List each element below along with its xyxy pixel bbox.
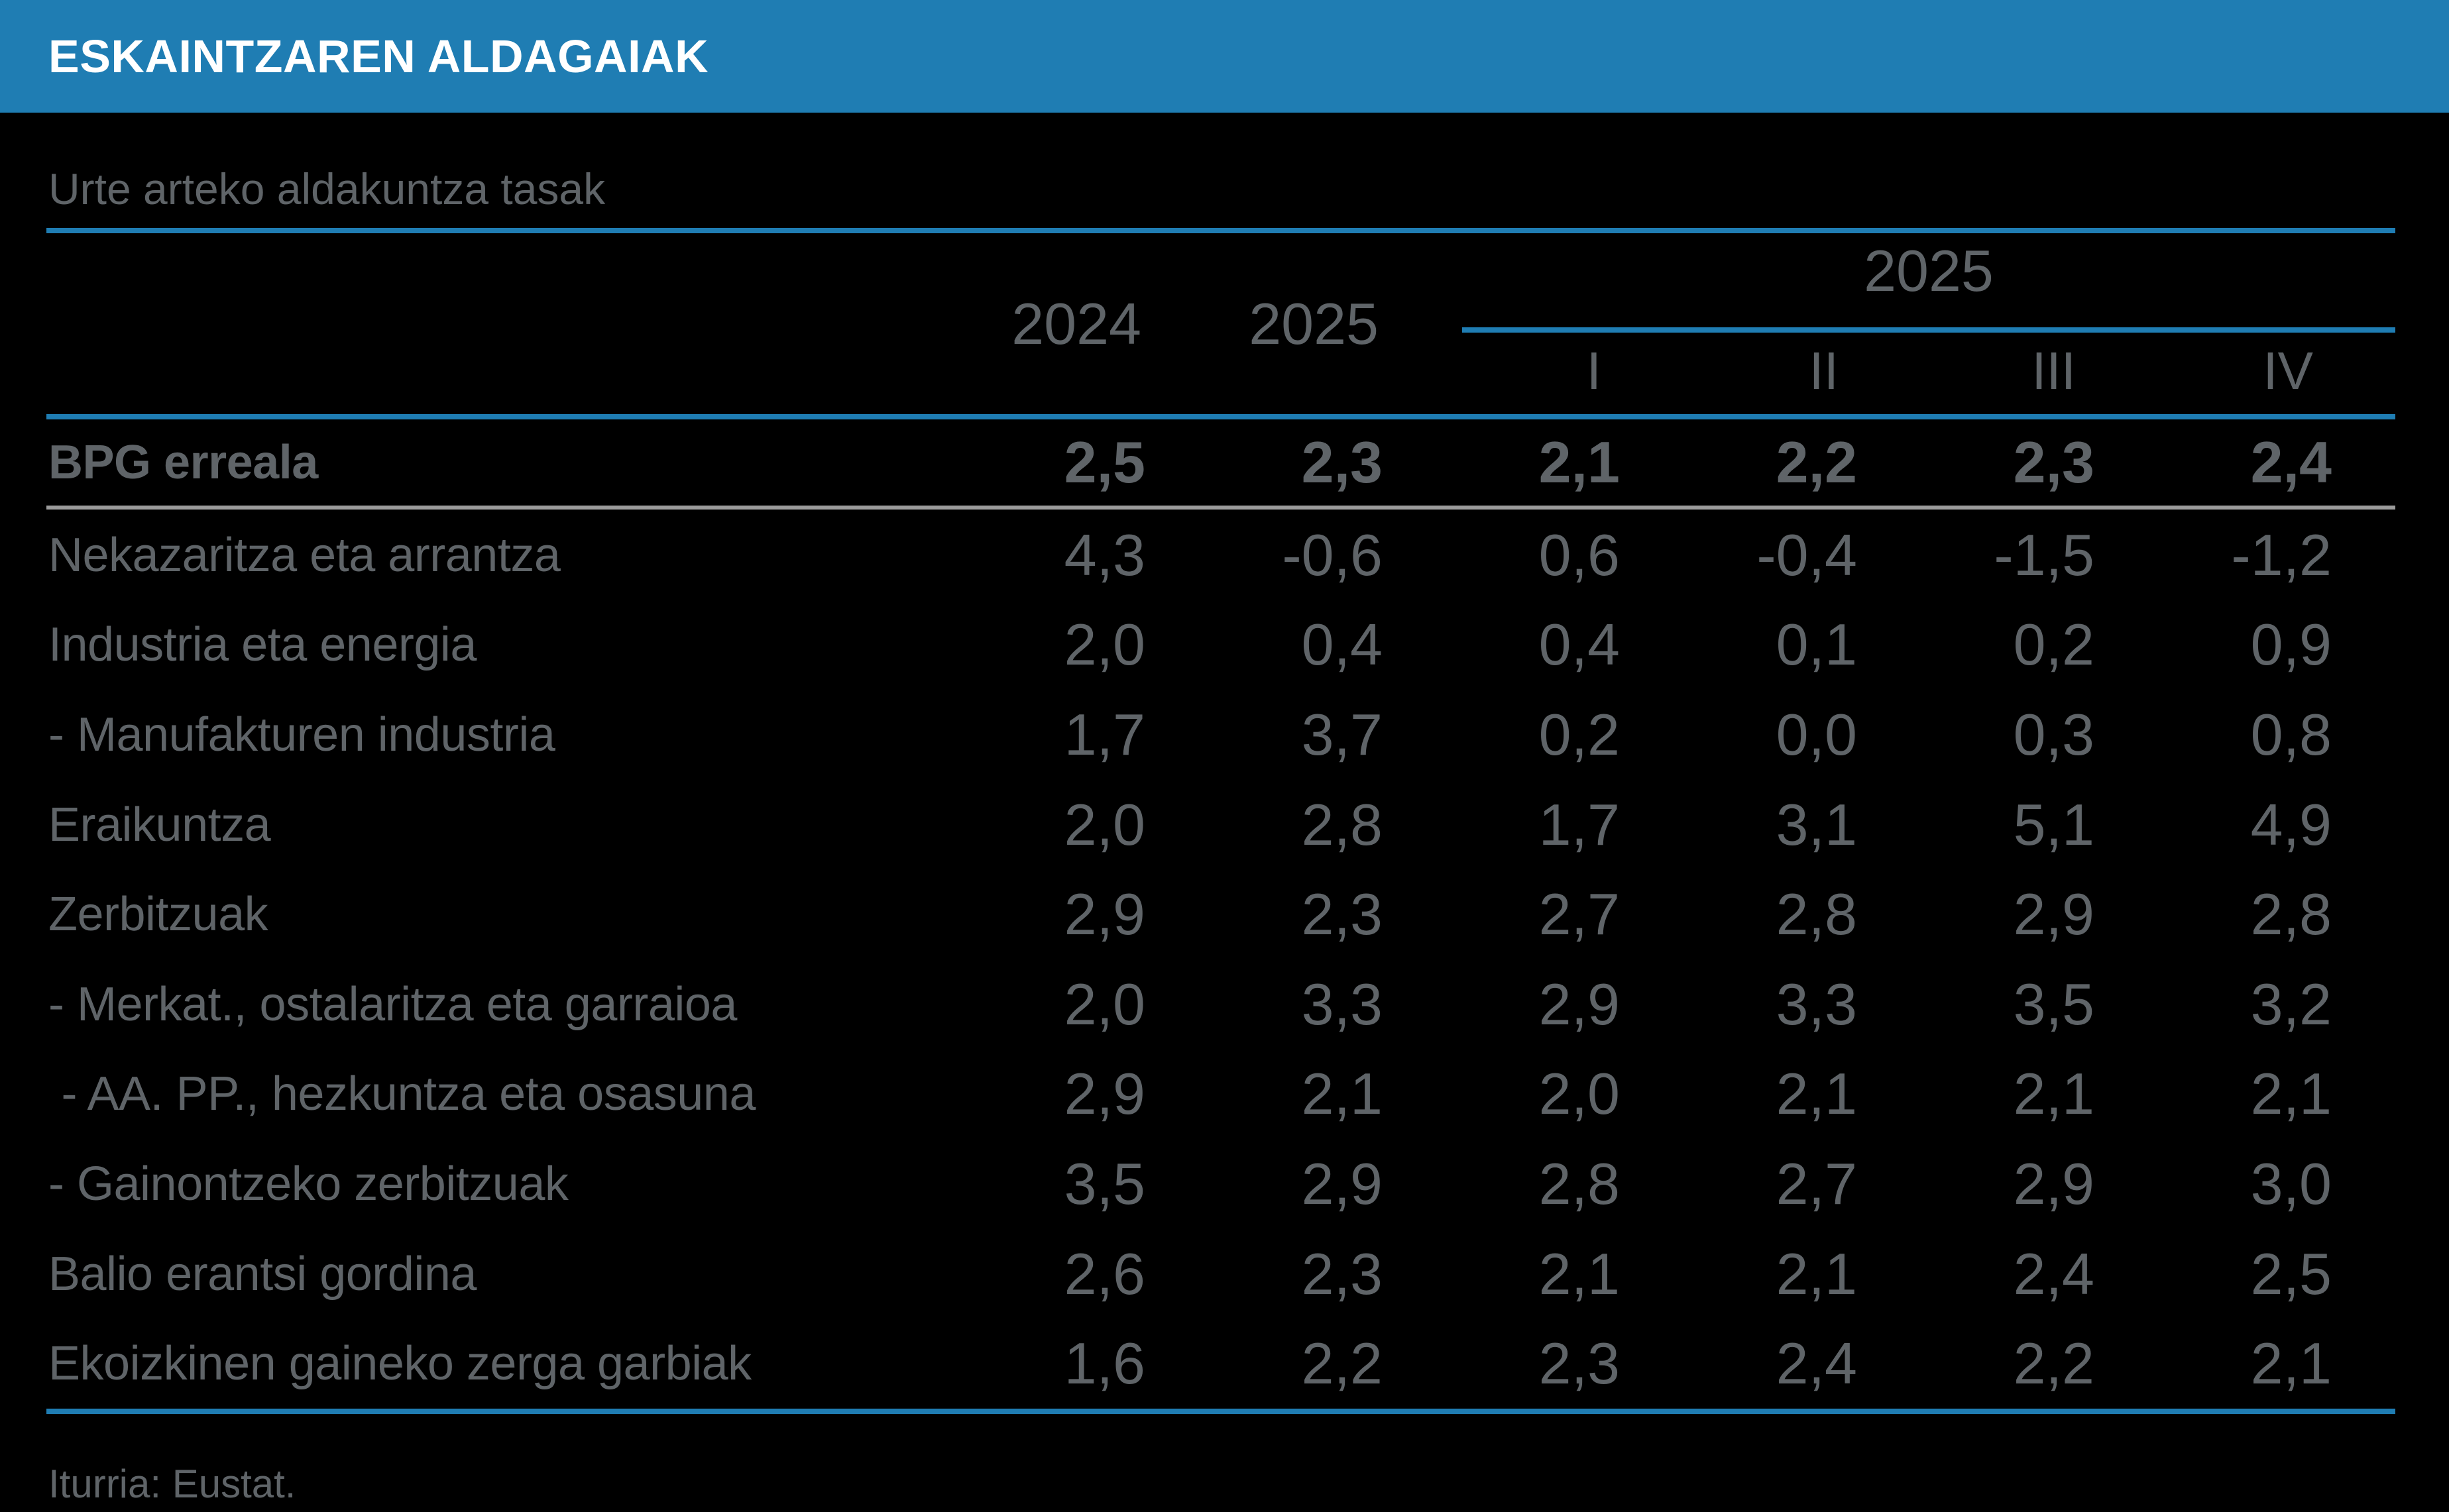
value-cell: 2,3 (1538, 1330, 1620, 1397)
value-cell: 5,1 (2013, 791, 2094, 857)
row-label: - Manufakturen industria (48, 708, 555, 761)
value-cell: -1,5 (1994, 521, 2094, 588)
row-label: - Merkat., ostalaritza eta garraioa (48, 977, 737, 1031)
row-label: Balio erantsi gordina (48, 1247, 477, 1301)
value-cell: 3,7 (1301, 701, 1383, 767)
column-header-q1: I (1586, 341, 1601, 400)
value-cell: 2,6 (1064, 1240, 1145, 1307)
value-cell: 3,5 (1064, 1150, 1145, 1216)
column-header-q3: III (2031, 341, 2076, 400)
value-cell: 2,0 (1064, 791, 1145, 857)
value-cell: 1,7 (1538, 791, 1620, 857)
value-cell: 2,0 (1064, 612, 1145, 678)
value-cell: 1,6 (1064, 1330, 1145, 1397)
table-bottom-line (46, 1409, 2395, 1414)
value-cell: 2,1 (2250, 1330, 2332, 1397)
bpg-divider-line (46, 506, 2395, 510)
value-cell: 2,1 (2013, 1061, 2094, 1127)
value-cell: 2,9 (1538, 971, 1620, 1037)
value-cell: 1,7 (1064, 701, 1145, 767)
value-cell: 2,1 (1776, 1240, 1857, 1307)
value-cell: 0,2 (2013, 612, 2094, 678)
page-title: ESKAINTZAREN ALDAGAIAK (48, 30, 709, 82)
row-label: Zerbitzuak (48, 888, 268, 942)
value-cell: 3,5 (2013, 971, 2094, 1037)
value-cell: 0,1 (1776, 612, 1857, 678)
value-cell: 2,5 (2250, 1240, 2332, 1307)
value-cell: 2,9 (1301, 1150, 1383, 1216)
value-cell: 2,9 (1064, 1061, 1145, 1127)
value-cell: 2,3 (1301, 881, 1383, 947)
value-cell: 2,2 (1776, 429, 1857, 495)
value-cell: 2,3 (2013, 429, 2094, 495)
value-cell: 2,8 (1301, 791, 1383, 857)
value-cell: 2,4 (2013, 1240, 2094, 1307)
quarters-group-label: 2025 (1864, 238, 1994, 303)
value-cell: 2,2 (2013, 1330, 2094, 1397)
value-cell: -0,4 (1756, 521, 1857, 588)
row-label: - AA. PP., hezkuntza eta osasuna (48, 1067, 756, 1121)
value-cell: 3,3 (1301, 971, 1383, 1037)
value-cell: 2,1 (1776, 1061, 1857, 1127)
column-header-2025: 2025 (1249, 290, 1379, 356)
value-cell: 2,9 (2013, 881, 2094, 947)
value-cell: 2,8 (1538, 1150, 1620, 1216)
value-cell: 0,4 (1538, 612, 1620, 678)
value-cell: 0,8 (2250, 701, 2332, 767)
value-cell: 4,9 (2250, 791, 2332, 857)
row-label: - Gainontzeko zerbitzuak (48, 1157, 569, 1211)
row-label: BPG erreala (48, 435, 318, 489)
column-header-q2: II (1809, 341, 1839, 400)
value-cell: -0,6 (1282, 521, 1383, 588)
row-label: Nekazaritza eta arrantza (48, 528, 561, 582)
value-cell: 0,0 (1776, 701, 1857, 767)
value-cell: 2,1 (1538, 429, 1620, 495)
value-cell: 2,1 (1538, 1240, 1620, 1307)
row-label: Industria eta energia (48, 618, 477, 672)
value-cell: 3,3 (1776, 971, 1857, 1037)
value-cell: 0,9 (2250, 612, 2332, 678)
value-cell: 2,5 (1064, 429, 1145, 495)
source-note: Iturria: Eustat. (48, 1462, 296, 1506)
row-label: Eraikuntza (48, 798, 271, 851)
header-bar: ESKAINTZAREN ALDAGAIAK (0, 0, 2449, 113)
header-divider-line (46, 414, 2395, 419)
value-cell: 2,1 (2250, 1061, 2332, 1127)
value-cell: 3,1 (1776, 791, 1857, 857)
value-cell: 2,3 (1301, 1240, 1383, 1307)
value-cell: 2,0 (1064, 971, 1145, 1037)
value-cell: 2,0 (1538, 1061, 1620, 1127)
value-cell: 2,7 (1538, 881, 1620, 947)
value-cell: 2,8 (1776, 881, 1857, 947)
value-cell: 3,0 (2250, 1150, 2332, 1216)
row-label: Ekoizkinen gaineko zerga garbiak (48, 1337, 752, 1391)
value-cell: 2,7 (1776, 1150, 1857, 1216)
value-cell: 2,3 (1301, 429, 1383, 495)
value-cell: 3,2 (2250, 971, 2332, 1037)
value-cell: 2,8 (2250, 881, 2332, 947)
value-cell: 2,4 (2250, 429, 2332, 495)
value-cell: 2,9 (1064, 881, 1145, 947)
quarters-group-cell: 2025 (1383, 233, 2395, 333)
value-cell: 4,3 (1064, 521, 1145, 588)
value-cell: 2,4 (1776, 1330, 1857, 1397)
value-cell: 0,3 (2013, 701, 2094, 767)
column-header-2024: 2024 (1011, 290, 1141, 356)
value-cell: 2,9 (2013, 1150, 2094, 1216)
data-table: 2024 2025 2025 I II III IV BPG erreala 2,… (46, 233, 2395, 1409)
column-header-q4: IV (2263, 341, 2313, 400)
value-cell: 0,6 (1538, 521, 1620, 588)
value-cell: 0,4 (1301, 612, 1383, 678)
table-subtitle: Urte arteko aldakuntza tasak (48, 164, 606, 213)
value-cell: 2,2 (1301, 1330, 1383, 1397)
value-cell: 2,1 (1301, 1061, 1383, 1127)
value-cell: 0,2 (1538, 701, 1620, 767)
value-cell: -1,2 (2231, 521, 2332, 588)
quarters-group-underline: 2025 (1462, 233, 2395, 333)
title-underline (46, 228, 2395, 233)
